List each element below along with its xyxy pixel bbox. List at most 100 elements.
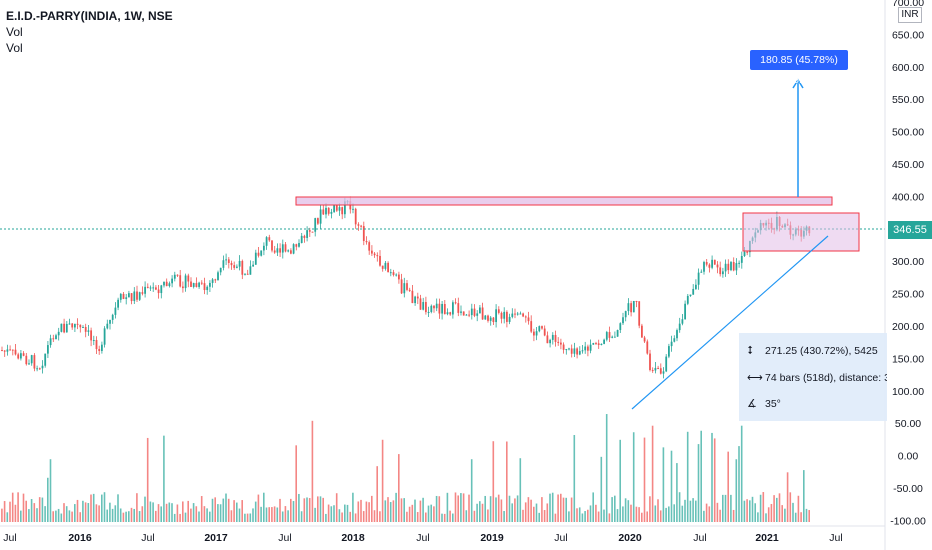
candle-body xyxy=(198,282,200,287)
price-tick-label: 100.00 xyxy=(892,386,924,398)
target-measure-label[interactable]: 180.85 (45.78%) 3617 xyxy=(750,50,848,86)
volume-bar xyxy=(203,506,206,522)
volume-bar xyxy=(481,503,484,522)
candle-body xyxy=(578,351,581,355)
volume-bar xyxy=(770,503,773,522)
volume-bar xyxy=(265,507,268,522)
candle-body xyxy=(211,279,214,283)
volume-bar xyxy=(230,510,233,522)
volume-bar xyxy=(659,510,662,522)
candle-body xyxy=(60,323,63,332)
volume-bar xyxy=(163,435,165,522)
resistance-zone[interactable] xyxy=(295,196,833,206)
volume-legend-1[interactable]: Vol xyxy=(6,25,23,39)
candle-body xyxy=(533,331,535,336)
volume-bar xyxy=(530,499,532,522)
candle-body xyxy=(616,330,619,337)
volume-bar xyxy=(38,497,41,522)
volume-bar xyxy=(106,509,108,522)
candle-body xyxy=(692,288,695,295)
volume-legend-2[interactable]: Vol xyxy=(6,41,23,55)
volume-bar xyxy=(160,506,162,522)
volume-bar xyxy=(3,501,6,522)
candle-body xyxy=(449,312,452,315)
candle-body xyxy=(84,327,87,332)
candle-body xyxy=(146,286,149,288)
volume-bar xyxy=(341,512,343,522)
volume-bar xyxy=(454,492,457,522)
volume-bar xyxy=(611,497,613,522)
volume-bar xyxy=(592,492,594,522)
volume-bar xyxy=(746,499,748,522)
volume-bar xyxy=(465,510,468,522)
volume-bar xyxy=(68,510,71,522)
candle-body xyxy=(651,370,654,372)
volume-bar xyxy=(52,511,54,522)
volume-bar xyxy=(335,493,338,522)
candle-body xyxy=(236,266,238,268)
volume-bar xyxy=(767,507,770,522)
volume-bar xyxy=(489,496,492,522)
volume-bar xyxy=(395,492,397,522)
symbol-title[interactable]: E.I.D.-PARRY(INDIA, 1W, NSE xyxy=(6,9,173,23)
volume-bar xyxy=(484,495,486,522)
volume-bar xyxy=(614,495,616,522)
candle-body xyxy=(287,250,290,252)
volume-bar xyxy=(446,492,449,522)
candle-body xyxy=(722,271,724,275)
target-arrow-head xyxy=(792,78,804,89)
candle-body xyxy=(549,339,551,344)
candle-body xyxy=(38,368,41,370)
volume-bar xyxy=(713,438,716,522)
volume-bar xyxy=(308,498,311,522)
candle-body xyxy=(560,342,562,345)
volume-bar xyxy=(152,502,154,522)
candle-body xyxy=(28,363,30,365)
candle-body xyxy=(160,285,163,294)
time-tick-label: 2018 xyxy=(341,532,365,544)
candle-body xyxy=(217,272,219,281)
candle-body xyxy=(573,348,576,354)
candle-body xyxy=(335,205,338,211)
volume-bar xyxy=(487,509,489,522)
candle-body xyxy=(101,344,103,351)
candle-body xyxy=(308,230,311,232)
candle-body xyxy=(44,353,47,366)
candle-body xyxy=(395,274,398,276)
volume-bar xyxy=(225,493,227,522)
volume-bar xyxy=(122,512,125,522)
candle-body xyxy=(109,319,111,324)
candle-body xyxy=(295,244,298,247)
info-angle-row: ∡ 35° xyxy=(747,396,781,412)
volume-bar xyxy=(678,492,681,522)
volume-bar xyxy=(516,495,519,522)
volume-bar xyxy=(11,492,14,522)
trendline[interactable] xyxy=(631,235,829,410)
consolidation-box[interactable] xyxy=(742,212,860,252)
volume-bar xyxy=(95,504,98,522)
price-tick-label: 250.00 xyxy=(892,289,924,301)
volume-bar xyxy=(676,463,678,522)
candle-body xyxy=(484,315,487,320)
volume-bar xyxy=(244,513,246,522)
volume-bar xyxy=(635,506,638,522)
candle-body xyxy=(11,349,14,351)
volume-bar xyxy=(600,456,603,522)
candle-body xyxy=(500,312,503,319)
volume-bar xyxy=(797,495,800,522)
candle-body xyxy=(497,309,500,313)
candle-body xyxy=(168,283,171,287)
volume-bar xyxy=(249,513,252,522)
volume-bar xyxy=(303,498,306,522)
volume-bar xyxy=(330,506,333,522)
candle-body xyxy=(200,282,203,284)
currency-unit-label[interactable]: INR xyxy=(898,7,922,23)
volume-bar xyxy=(295,445,297,522)
volume-bar xyxy=(311,420,314,522)
measure-info-panel: ⭥ 271.25 (430.72%), 5425 ⟷ 74 bars (518d),… xyxy=(739,333,887,421)
candle-body xyxy=(441,303,443,314)
candle-body xyxy=(20,353,22,359)
volume-bar xyxy=(757,512,759,522)
volume-bar xyxy=(700,430,702,522)
